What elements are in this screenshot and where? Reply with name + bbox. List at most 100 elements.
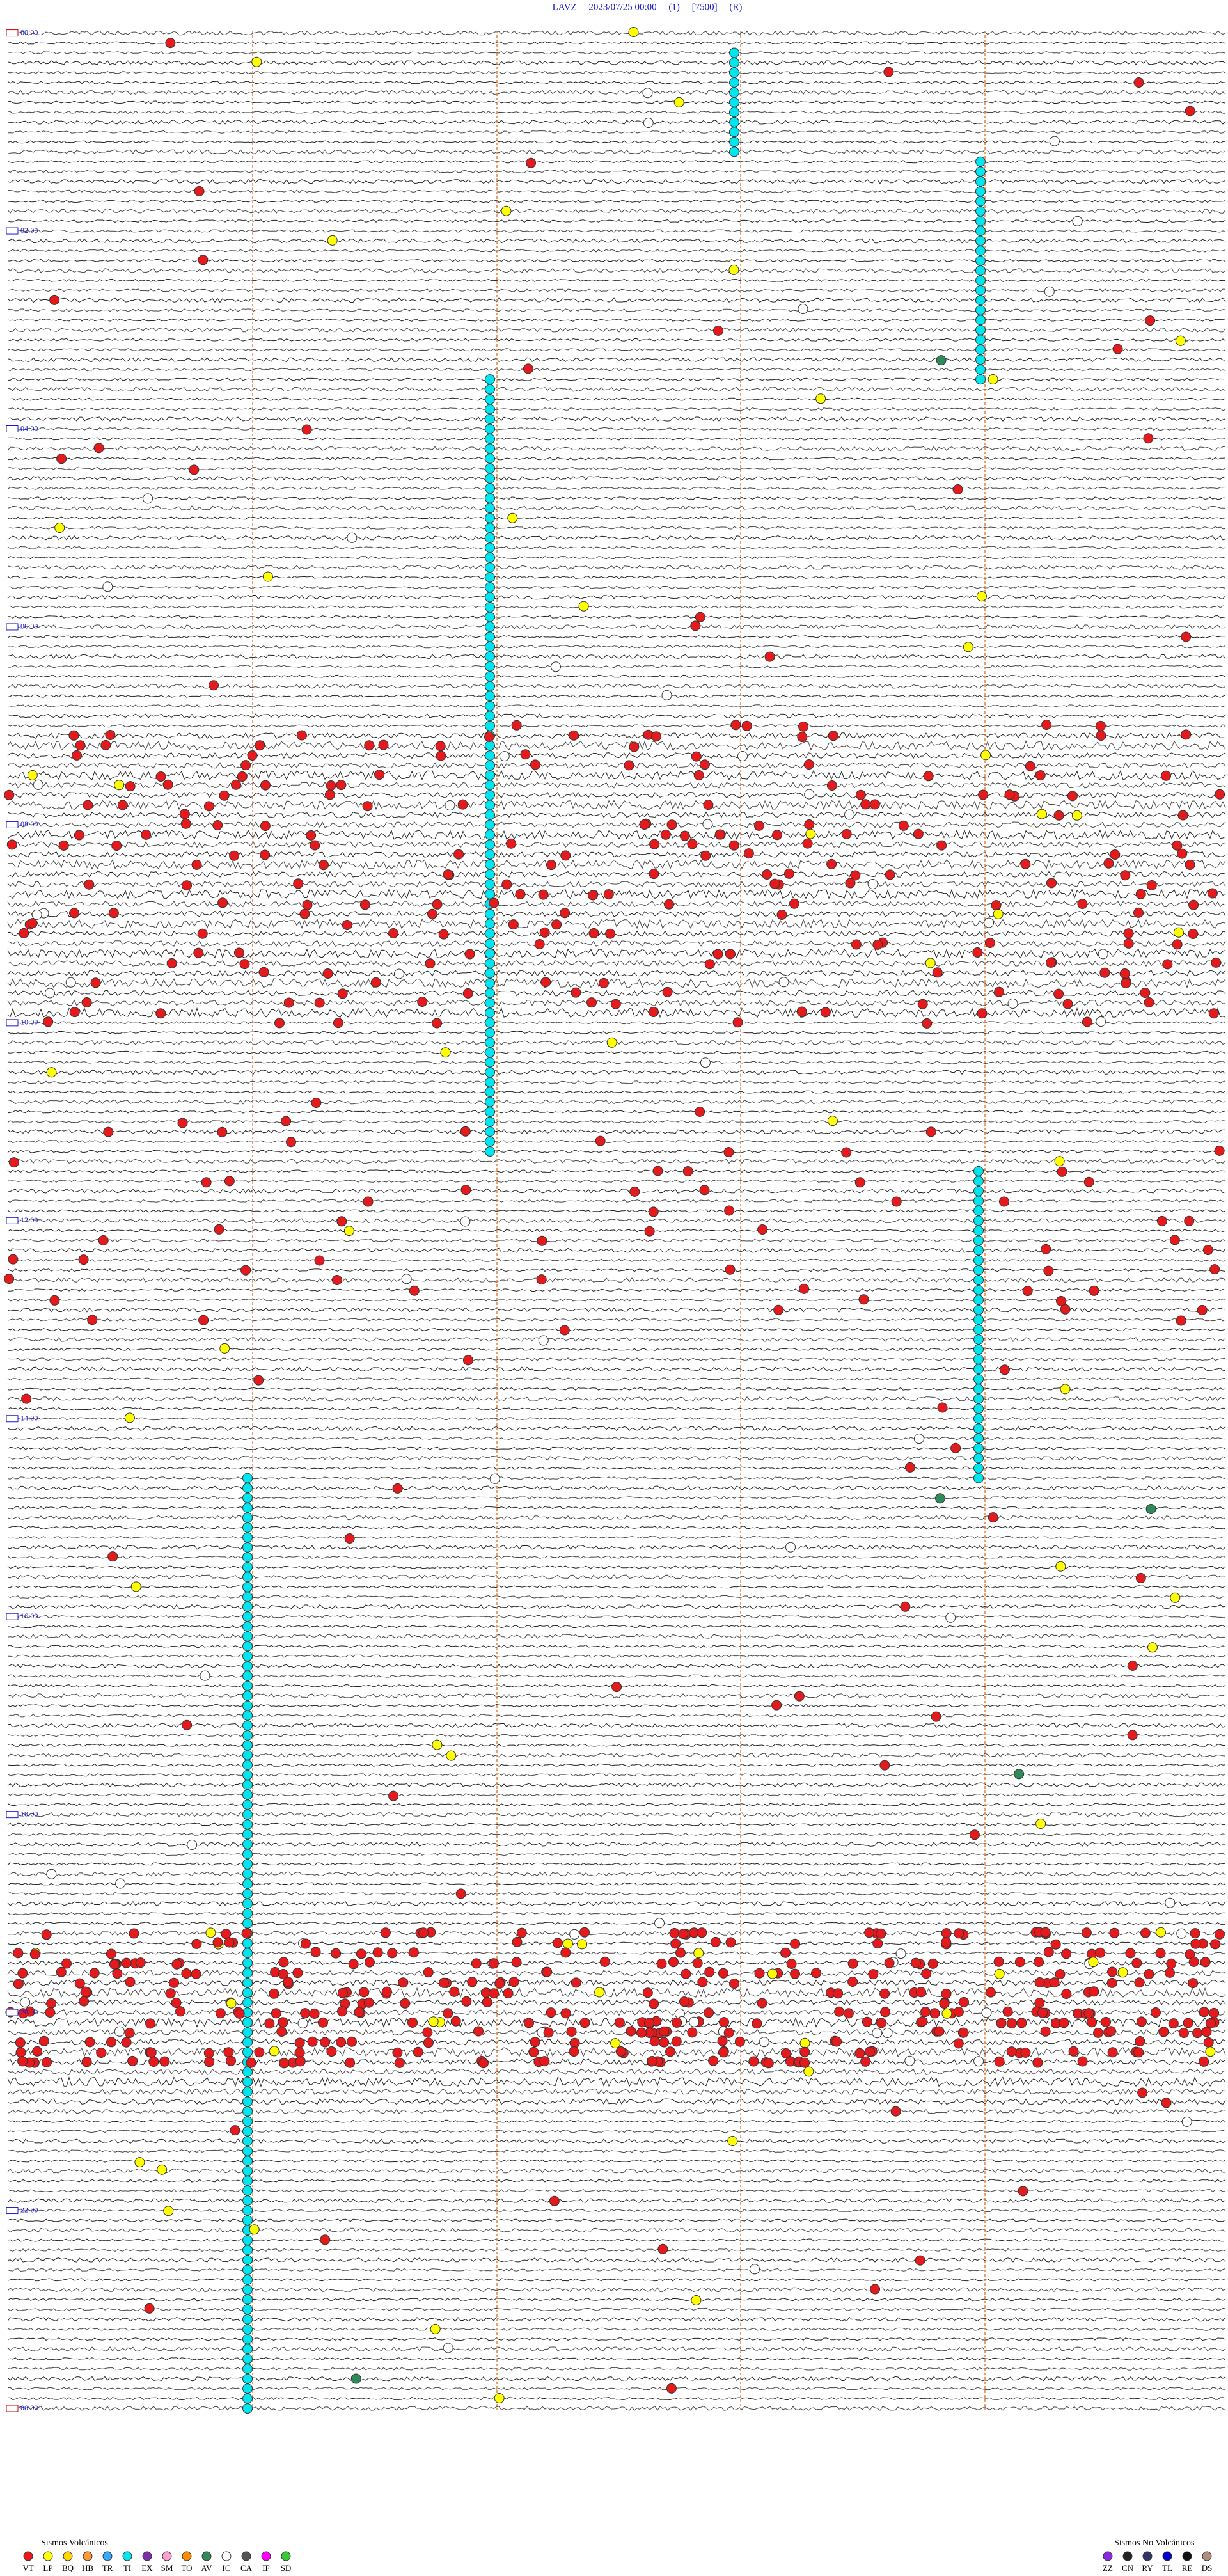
event-marker (242, 1671, 253, 1681)
trace (7, 1822, 1226, 1826)
trace (7, 1574, 1226, 1580)
event-marker (485, 958, 495, 968)
event-marker (973, 1265, 984, 1276)
event-marker (1068, 2046, 1079, 2057)
event-marker (1172, 840, 1183, 851)
event-marker (1098, 949, 1108, 960)
trace (7, 267, 1226, 273)
event-marker (258, 967, 269, 977)
trace (7, 1734, 1226, 1737)
event-marker (464, 949, 475, 960)
event-marker (1214, 1929, 1225, 1940)
event-marker (387, 1948, 398, 1959)
event-marker (687, 839, 698, 849)
event-marker (485, 700, 495, 711)
event-marker (695, 1106, 705, 1117)
event-marker (485, 720, 495, 731)
event-marker (693, 1948, 704, 1959)
event-marker (6, 839, 17, 850)
event-marker (708, 2055, 719, 2066)
event-marker (314, 1255, 325, 1266)
event-marker (1088, 1957, 1099, 1968)
trace (7, 1999, 1226, 2007)
event-marker (540, 977, 551, 988)
event-marker (973, 1403, 984, 1414)
event-marker (485, 592, 495, 603)
event-marker (276, 2027, 287, 2037)
trace (7, 1347, 1226, 1352)
event-marker (462, 1355, 473, 1366)
trace (7, 2248, 1226, 2252)
event-marker (796, 1006, 807, 1017)
trace (7, 1396, 1226, 1402)
event-marker (81, 997, 92, 1007)
event-marker (356, 1948, 366, 1959)
legend-swatch (122, 2551, 132, 2561)
trace (7, 1455, 1226, 1461)
event-marker (1127, 1660, 1138, 1671)
hour-marker (6, 1019, 19, 1027)
event-marker (885, 869, 895, 880)
event-marker (1055, 1969, 1066, 1979)
event-marker (443, 869, 453, 880)
trace (7, 674, 1226, 678)
trace (7, 948, 1226, 959)
trace (7, 762, 1226, 769)
event-marker (242, 1819, 253, 1830)
trace (7, 526, 1226, 530)
event-marker (729, 67, 739, 78)
event-marker (31, 909, 42, 920)
trace (7, 327, 1226, 333)
event-marker (642, 88, 653, 99)
event-marker (1061, 1948, 1072, 1959)
event-marker (214, 1224, 224, 1235)
event-marker (542, 1966, 553, 1977)
trace (7, 665, 1226, 668)
event-marker (45, 2007, 56, 2018)
event-marker (764, 651, 775, 662)
event-marker (242, 1849, 253, 1860)
event-marker (247, 750, 258, 761)
event-marker (203, 2048, 214, 2058)
event-marker (1060, 1304, 1071, 1315)
event-marker (242, 1691, 253, 1701)
event-marker (485, 740, 495, 751)
hour-label: 00:00 (20, 2403, 38, 2412)
event-marker (242, 1898, 253, 1909)
event-marker (242, 1661, 253, 1671)
event-marker (427, 908, 437, 919)
event-marker (1178, 2028, 1189, 2038)
event-marker (699, 759, 710, 770)
event-marker (21, 1393, 32, 1404)
event-marker (922, 1018, 933, 1029)
event-marker (485, 612, 495, 622)
event-marker (422, 2027, 433, 2038)
event-marker (215, 2008, 226, 2019)
event-marker (191, 859, 202, 870)
event-marker (729, 107, 739, 118)
trace (7, 348, 1226, 352)
event-marker (771, 1700, 782, 1711)
trace (7, 1693, 1226, 1699)
event-marker (242, 1561, 253, 1572)
event-marker (100, 739, 111, 750)
event-marker (1166, 1958, 1177, 1969)
trace (7, 704, 1226, 708)
event-marker (1037, 2007, 1048, 2018)
event-marker (661, 690, 672, 700)
event-marker (242, 1730, 253, 1741)
event-marker (177, 1118, 188, 1128)
event-marker (8, 1254, 19, 1265)
event-marker (671, 2036, 682, 2047)
event-marker (485, 493, 495, 503)
event-marker (925, 958, 936, 968)
event-marker (773, 1304, 784, 1315)
event-marker (242, 1611, 253, 1622)
event-marker (271, 2008, 281, 2019)
hour-marker (6, 2405, 19, 2412)
trace (7, 2298, 1226, 2302)
event-marker (1147, 1642, 1158, 1653)
event-marker (269, 1988, 279, 1999)
event-marker (669, 1928, 680, 1938)
event-marker (854, 2048, 865, 2058)
